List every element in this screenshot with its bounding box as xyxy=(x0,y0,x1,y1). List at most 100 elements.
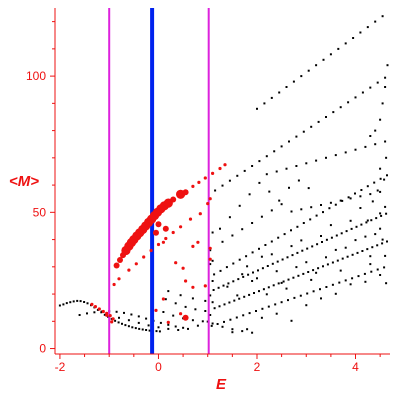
data-point xyxy=(300,208,303,211)
data-point xyxy=(225,266,228,269)
data-point xyxy=(123,311,125,314)
highlight-point xyxy=(196,240,200,244)
data-point xyxy=(93,311,96,314)
data-point xyxy=(339,106,342,109)
data-point xyxy=(296,251,299,254)
data-point xyxy=(211,322,214,325)
data-point xyxy=(191,319,194,322)
data-point xyxy=(334,292,337,295)
data-point xyxy=(285,287,288,290)
data-point xyxy=(157,326,160,329)
data-point xyxy=(325,116,327,118)
data-point xyxy=(345,230,348,233)
data-point xyxy=(246,328,249,331)
highlight-point xyxy=(162,225,169,232)
data-point xyxy=(366,248,369,251)
data-point xyxy=(290,210,293,213)
data-point xyxy=(325,238,328,241)
highlight-point xyxy=(97,307,101,311)
data-point xyxy=(326,263,329,266)
data-point xyxy=(65,302,68,305)
data-point xyxy=(276,260,279,263)
data-point xyxy=(158,330,161,333)
data-point xyxy=(232,280,235,283)
data-point xyxy=(251,222,254,224)
data-point xyxy=(241,273,244,276)
data-point xyxy=(227,282,230,285)
data-point xyxy=(264,244,267,246)
data-point xyxy=(359,31,362,34)
data-point xyxy=(312,269,315,272)
data-point xyxy=(243,295,246,298)
data-point xyxy=(288,140,290,143)
data-point xyxy=(311,245,314,248)
data-point xyxy=(322,211,324,214)
data-point xyxy=(360,189,363,191)
highlight-point xyxy=(112,282,116,287)
highlight-point xyxy=(93,305,97,309)
data-point xyxy=(213,273,216,276)
highlight-point xyxy=(179,312,183,316)
vertical-lines xyxy=(108,8,210,354)
highlight-point xyxy=(171,230,175,235)
data-point xyxy=(241,330,244,333)
data-point xyxy=(211,259,214,262)
highlight-point xyxy=(211,171,215,175)
data-point xyxy=(236,174,239,177)
data-point xyxy=(221,325,224,328)
data-point xyxy=(301,249,304,252)
data-point xyxy=(280,301,283,304)
data-point xyxy=(339,199,342,202)
data-point xyxy=(248,193,251,196)
data-point xyxy=(331,261,334,264)
data-point xyxy=(369,263,372,266)
data-point xyxy=(366,219,369,222)
highlight-point xyxy=(182,189,189,196)
data-point xyxy=(351,253,354,256)
data-point xyxy=(336,259,339,262)
data-point xyxy=(384,254,387,257)
data-point xyxy=(354,192,356,195)
data-point xyxy=(280,281,283,284)
data-point xyxy=(246,265,249,268)
data-point xyxy=(386,240,388,243)
data-point xyxy=(321,241,323,243)
data-point xyxy=(340,232,343,235)
highlight-point xyxy=(105,311,109,315)
data-point xyxy=(374,143,377,146)
data-point xyxy=(245,255,248,258)
data-point xyxy=(265,173,268,176)
data-point xyxy=(277,282,280,285)
data-point xyxy=(231,328,234,331)
data-point xyxy=(325,256,327,259)
data-point xyxy=(369,193,372,196)
data-point xyxy=(221,240,224,243)
data-point xyxy=(270,240,273,243)
data-point xyxy=(346,255,349,258)
data-point xyxy=(194,308,197,311)
data-point xyxy=(251,280,254,282)
data-point xyxy=(315,271,318,274)
data-point xyxy=(361,250,364,252)
data-point xyxy=(325,156,327,159)
data-point xyxy=(213,307,216,310)
highlight-point xyxy=(191,184,195,188)
data-point xyxy=(209,294,212,297)
data-point xyxy=(172,314,175,317)
data-point xyxy=(344,42,347,45)
data-point xyxy=(371,246,374,249)
data-point xyxy=(278,91,281,94)
data-point xyxy=(262,288,265,291)
data-point xyxy=(167,290,170,293)
data-point xyxy=(114,319,117,322)
data-point xyxy=(263,102,266,105)
data-point xyxy=(290,319,293,322)
data-point xyxy=(287,278,290,281)
data-point xyxy=(357,275,360,278)
data-point xyxy=(329,201,332,204)
data-point xyxy=(258,290,260,293)
data-point xyxy=(302,222,305,224)
highlight-point xyxy=(198,212,202,216)
data-point xyxy=(118,316,120,319)
x-axis-title: E xyxy=(216,376,227,393)
